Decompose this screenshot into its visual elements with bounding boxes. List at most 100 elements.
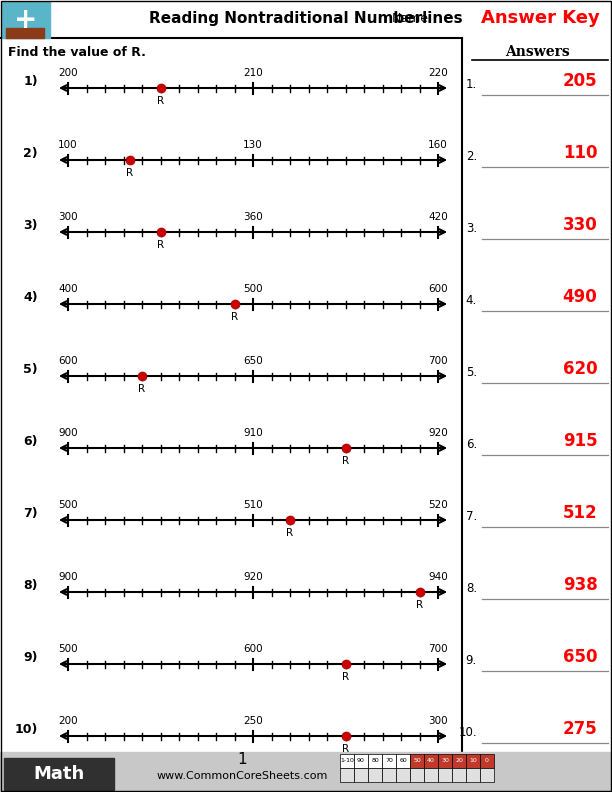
Text: R: R <box>157 240 164 250</box>
Text: 512: 512 <box>562 504 597 522</box>
Text: 7.: 7. <box>466 511 477 524</box>
Bar <box>368 768 382 782</box>
Text: 205: 205 <box>562 72 597 90</box>
Text: 650: 650 <box>563 648 597 666</box>
Text: 900: 900 <box>58 428 78 438</box>
Bar <box>6 28 44 38</box>
Text: Reading Nontraditional Numberlines: Reading Nontraditional Numberlines <box>149 10 463 25</box>
Text: Math: Math <box>34 765 84 783</box>
Text: 520: 520 <box>428 500 448 510</box>
Bar <box>382 768 396 782</box>
Bar <box>452 754 466 768</box>
Text: 200: 200 <box>58 716 78 726</box>
Text: 920: 920 <box>428 428 448 438</box>
Text: R: R <box>231 312 238 322</box>
Text: 60: 60 <box>399 759 407 763</box>
Text: 700: 700 <box>428 356 448 366</box>
Text: 70: 70 <box>385 759 393 763</box>
Text: R: R <box>138 384 146 394</box>
Bar <box>410 754 424 768</box>
Text: R: R <box>157 96 164 106</box>
Text: R: R <box>342 456 349 466</box>
Bar <box>4 758 114 790</box>
Text: 938: 938 <box>562 576 597 594</box>
Bar <box>480 768 494 782</box>
Text: 10.: 10. <box>458 726 477 740</box>
Bar <box>0 752 612 792</box>
Text: 1: 1 <box>237 752 247 767</box>
Text: 490: 490 <box>562 288 597 306</box>
Text: R: R <box>286 528 294 538</box>
Text: 500: 500 <box>58 500 78 510</box>
Text: 420: 420 <box>428 212 448 222</box>
Text: 500: 500 <box>58 644 78 654</box>
Text: 100: 100 <box>58 140 78 150</box>
Text: www.CommonCoreSheets.com: www.CommonCoreSheets.com <box>156 771 327 781</box>
Text: Find the value of R.: Find the value of R. <box>8 45 146 59</box>
Text: 6.: 6. <box>466 439 477 451</box>
Text: Answers: Answers <box>505 45 569 59</box>
Text: 915: 915 <box>562 432 597 450</box>
Text: 940: 940 <box>428 572 448 582</box>
Text: 1-10: 1-10 <box>340 759 354 763</box>
Bar <box>340 754 354 768</box>
Text: 80: 80 <box>371 759 379 763</box>
Text: 700: 700 <box>428 644 448 654</box>
Text: 600: 600 <box>428 284 448 294</box>
Text: 160: 160 <box>428 140 448 150</box>
Text: Answer Key: Answer Key <box>480 9 599 27</box>
Text: 6): 6) <box>23 436 38 448</box>
Text: 500: 500 <box>243 284 263 294</box>
Text: +: + <box>14 6 38 34</box>
Text: 20: 20 <box>455 759 463 763</box>
Text: R: R <box>126 168 133 178</box>
Text: 4): 4) <box>23 291 38 304</box>
Text: 250: 250 <box>243 716 263 726</box>
Text: 210: 210 <box>243 68 263 78</box>
Text: 90: 90 <box>357 759 365 763</box>
Text: R: R <box>416 600 423 610</box>
Text: 910: 910 <box>243 428 263 438</box>
Text: 4.: 4. <box>466 295 477 307</box>
Text: 110: 110 <box>563 144 597 162</box>
Bar <box>480 754 494 768</box>
Text: 8): 8) <box>23 580 38 592</box>
Text: 40: 40 <box>427 759 435 763</box>
Bar <box>396 768 410 782</box>
Bar <box>424 768 438 782</box>
Text: 7): 7) <box>23 508 38 520</box>
Text: 1): 1) <box>23 75 38 89</box>
Text: 650: 650 <box>243 356 263 366</box>
Text: 900: 900 <box>58 572 78 582</box>
Text: 10): 10) <box>15 724 38 737</box>
Text: 0: 0 <box>485 759 489 763</box>
Bar <box>424 754 438 768</box>
Bar <box>368 754 382 768</box>
Text: 30: 30 <box>441 759 449 763</box>
Text: 600: 600 <box>58 356 78 366</box>
Bar <box>466 754 480 768</box>
Text: 360: 360 <box>243 212 263 222</box>
Bar <box>396 754 410 768</box>
Text: 2.: 2. <box>466 150 477 163</box>
Text: R: R <box>342 672 349 682</box>
Bar <box>354 768 368 782</box>
Bar <box>354 754 368 768</box>
Text: 3.: 3. <box>466 223 477 235</box>
Bar <box>452 768 466 782</box>
Text: 8.: 8. <box>466 582 477 596</box>
Text: 920: 920 <box>243 572 263 582</box>
Bar <box>438 768 452 782</box>
Text: 9): 9) <box>23 652 38 664</box>
Text: 130: 130 <box>243 140 263 150</box>
Text: 50: 50 <box>413 759 421 763</box>
Text: 300: 300 <box>428 716 448 726</box>
Text: 275: 275 <box>562 720 597 738</box>
Text: 200: 200 <box>58 68 78 78</box>
Bar <box>382 754 396 768</box>
Bar <box>410 768 424 782</box>
Text: 5.: 5. <box>466 367 477 379</box>
Text: 620: 620 <box>562 360 597 378</box>
Text: 9.: 9. <box>466 654 477 668</box>
Text: 1.: 1. <box>466 78 477 92</box>
